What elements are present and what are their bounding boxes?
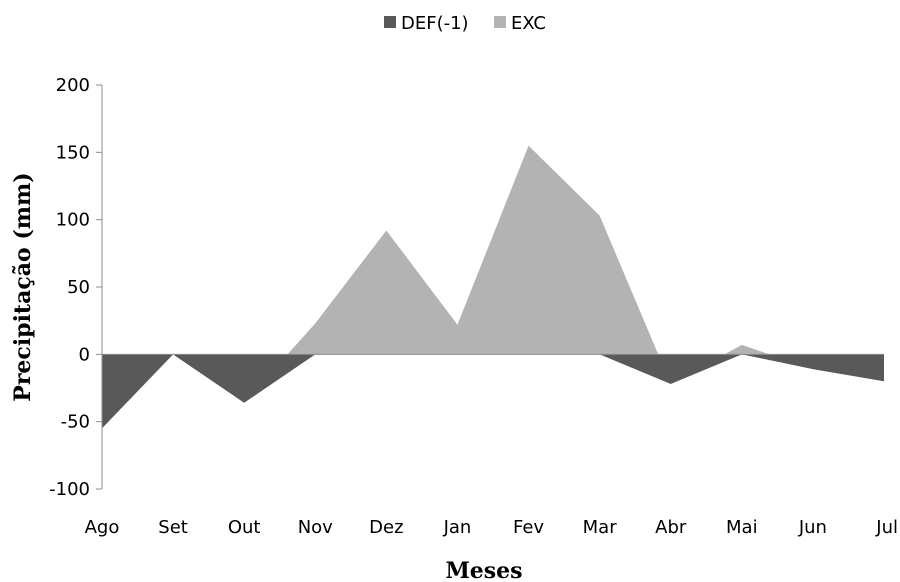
x-tick-label: Mai (726, 517, 758, 538)
x-tick-label: Jan (443, 517, 472, 538)
legend-swatch-exc (494, 16, 506, 28)
y-tick-label: 100 (56, 210, 90, 231)
y-axis-title: Precipitação (mm) (10, 172, 36, 401)
area-series-exc (102, 145, 884, 403)
legend-swatch-def (384, 16, 396, 28)
legend: DEF(-1) EXC (384, 13, 546, 34)
y-tick-label: 0 (79, 344, 90, 365)
x-tick-label: Set (158, 517, 188, 538)
tick-labels: -100 -50 0 50 100 150 200 Ago Set Out Nov Dez Jan Fev… (49, 75, 898, 538)
x-tick-label: Dez (369, 517, 403, 538)
x-tick-label: Jun (798, 517, 827, 538)
area-layer (102, 145, 884, 429)
y-tick-label: -100 (49, 479, 90, 500)
x-tick-label: Fev (513, 517, 544, 538)
legend-label-exc: EXC (511, 13, 546, 34)
area-series-def (102, 354, 884, 429)
x-tick-label: Ago (85, 517, 120, 538)
legend-label-def: DEF(-1) (401, 13, 469, 34)
x-tick-label: Out (228, 517, 261, 538)
x-axis-title: Meses (445, 558, 522, 582)
x-tick-label: Mar (583, 517, 618, 538)
y-tick-label: -50 (61, 412, 90, 433)
y-tick-label: 50 (67, 277, 90, 298)
y-tick-label: 200 (56, 75, 90, 96)
x-tick-label: Jul (875, 517, 898, 538)
x-tick-label: Abr (655, 517, 687, 538)
x-tick-label: Nov (298, 517, 333, 538)
axes-layer (96, 84, 884, 490)
y-tick-label: 150 (56, 142, 90, 163)
